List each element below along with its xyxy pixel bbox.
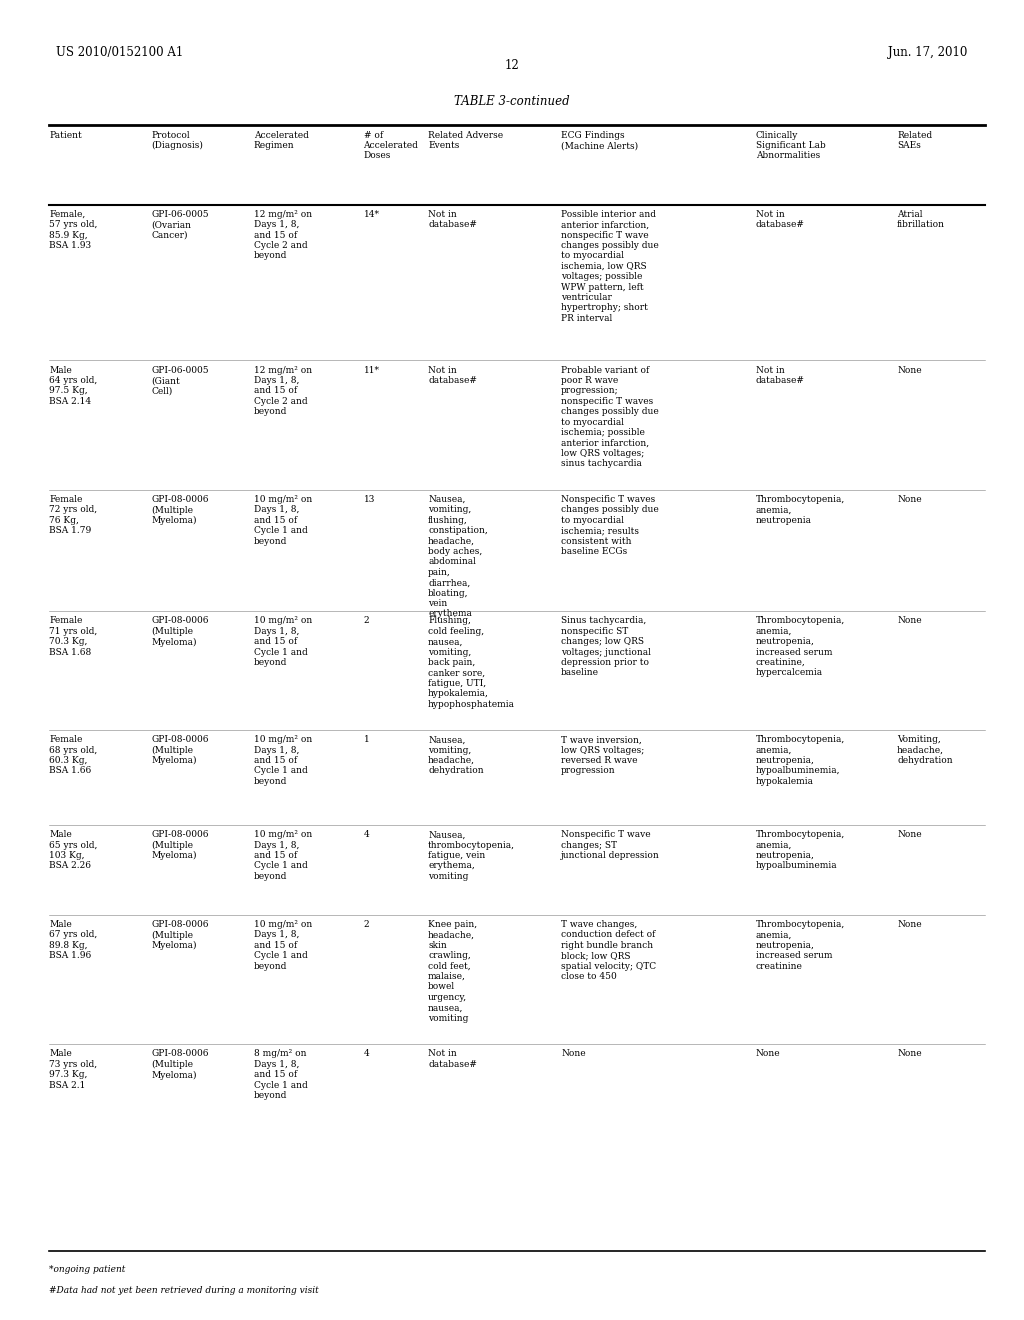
- Text: ECG Findings
(Machine Alerts): ECG Findings (Machine Alerts): [561, 131, 638, 150]
- Text: GPI-08-0006
(Multiple
Myeloma): GPI-08-0006 (Multiple Myeloma): [152, 1049, 209, 1080]
- Text: Not in
database#: Not in database#: [428, 1049, 477, 1069]
- Text: Not in
database#: Not in database#: [756, 210, 805, 230]
- Text: *ongoing patient: *ongoing patient: [49, 1265, 126, 1274]
- Text: Jun. 17, 2010: Jun. 17, 2010: [888, 46, 968, 59]
- Text: None: None: [756, 1049, 780, 1059]
- Text: Not in
database#: Not in database#: [756, 366, 805, 385]
- Text: Thrombocytopenia,
anemia,
neutropenia: Thrombocytopenia, anemia, neutropenia: [756, 495, 845, 525]
- Text: 12 mg/m² on
Days 1, 8,
and 15 of
Cycle 2 and
beyond: 12 mg/m² on Days 1, 8, and 15 of Cycle 2…: [254, 210, 312, 260]
- Text: Nausea,
thrombocytopenia,
fatigue, vein
erythema,
vomiting: Nausea, thrombocytopenia, fatigue, vein …: [428, 830, 515, 880]
- Text: Knee pain,
headache,
skin
crawling,
cold feet,
malaise,
bowel
urgency,
nausea,
v: Knee pain, headache, skin crawling, cold…: [428, 920, 477, 1023]
- Text: Not in
database#: Not in database#: [428, 366, 477, 385]
- Text: 1: 1: [364, 735, 370, 744]
- Text: TABLE 3-continued: TABLE 3-continued: [455, 95, 569, 108]
- Text: Related Adverse
Events: Related Adverse Events: [428, 131, 503, 150]
- Text: Atrial
fibrillation: Atrial fibrillation: [897, 210, 945, 230]
- Text: Male
67 yrs old,
89.8 Kg,
BSA 1.96: Male 67 yrs old, 89.8 Kg, BSA 1.96: [49, 920, 97, 960]
- Text: Related
SAEs: Related SAEs: [897, 131, 932, 150]
- Text: 13: 13: [364, 495, 375, 504]
- Text: 14*: 14*: [364, 210, 380, 219]
- Text: 4: 4: [364, 1049, 370, 1059]
- Text: 11*: 11*: [364, 366, 380, 375]
- Text: 12 mg/m² on
Days 1, 8,
and 15 of
Cycle 2 and
beyond: 12 mg/m² on Days 1, 8, and 15 of Cycle 2…: [254, 366, 312, 416]
- Text: Sinus tachycardia,
nonspecific ST
changes; low QRS
voltages; junctional
depressi: Sinus tachycardia, nonspecific ST change…: [561, 616, 651, 677]
- Text: Female
72 yrs old,
76 Kg,
BSA 1.79: Female 72 yrs old, 76 Kg, BSA 1.79: [49, 495, 97, 535]
- Text: 10 mg/m² on
Days 1, 8,
and 15 of
Cycle 1 and
beyond: 10 mg/m² on Days 1, 8, and 15 of Cycle 1…: [254, 616, 312, 667]
- Text: Nausea,
vomiting,
flushing,
constipation,
headache,
body aches,
abdominal
pain,
: Nausea, vomiting, flushing, constipation…: [428, 495, 487, 618]
- Text: Male
65 yrs old,
103 Kg,
BSA 2.26: Male 65 yrs old, 103 Kg, BSA 2.26: [49, 830, 97, 870]
- Text: None: None: [897, 616, 922, 626]
- Text: 10 mg/m² on
Days 1, 8,
and 15 of
Cycle 1 and
beyond: 10 mg/m² on Days 1, 8, and 15 of Cycle 1…: [254, 830, 312, 880]
- Text: 10 mg/m² on
Days 1, 8,
and 15 of
Cycle 1 and
beyond: 10 mg/m² on Days 1, 8, and 15 of Cycle 1…: [254, 495, 312, 545]
- Text: None: None: [897, 495, 922, 504]
- Text: Clinically
Significant Lab
Abnormalities: Clinically Significant Lab Abnormalities: [756, 131, 825, 161]
- Text: GPI-08-0006
(Multiple
Myeloma): GPI-08-0006 (Multiple Myeloma): [152, 920, 209, 950]
- Text: Thrombocytopenia,
anemia,
neutropenia,
hypoalbuminemia: Thrombocytopenia, anemia, neutropenia, h…: [756, 830, 845, 870]
- Text: 2: 2: [364, 920, 369, 929]
- Text: GPI-06-0005
(Giant
Cell): GPI-06-0005 (Giant Cell): [152, 366, 209, 396]
- Text: Not in
database#: Not in database#: [428, 210, 477, 230]
- Text: None: None: [561, 1049, 586, 1059]
- Text: # of
Accelerated
Doses: # of Accelerated Doses: [364, 131, 419, 161]
- Text: Vomiting,
headache,
dehydration: Vomiting, headache, dehydration: [897, 735, 952, 766]
- Text: Possible interior and
anterior infarction,
nonspecific T wave
changes possibly d: Possible interior and anterior infarctio…: [561, 210, 658, 323]
- Text: Female
71 yrs old,
70.3 Kg,
BSA 1.68: Female 71 yrs old, 70.3 Kg, BSA 1.68: [49, 616, 97, 656]
- Text: Nonspecific T waves
changes possibly due
to myocardial
ischemia; results
consist: Nonspecific T waves changes possibly due…: [561, 495, 658, 556]
- Text: 12: 12: [505, 59, 519, 73]
- Text: 8 mg/m² on
Days 1, 8,
and 15 of
Cycle 1 and
beyond: 8 mg/m² on Days 1, 8, and 15 of Cycle 1 …: [254, 1049, 307, 1100]
- Text: Female
68 yrs old,
60.3 Kg,
BSA 1.66: Female 68 yrs old, 60.3 Kg, BSA 1.66: [49, 735, 97, 775]
- Text: Thrombocytopenia,
anemia,
neutropenia,
hypoalbuminemia,
hypokalemia: Thrombocytopenia, anemia, neutropenia, h…: [756, 735, 845, 785]
- Text: None: None: [897, 1049, 922, 1059]
- Text: Male
73 yrs old,
97.3 Kg,
BSA 2.1: Male 73 yrs old, 97.3 Kg, BSA 2.1: [49, 1049, 97, 1089]
- Text: GPI-06-0005
(Ovarian
Cancer): GPI-06-0005 (Ovarian Cancer): [152, 210, 209, 240]
- Text: GPI-08-0006
(Multiple
Myeloma): GPI-08-0006 (Multiple Myeloma): [152, 495, 209, 525]
- Text: Accelerated
Regimen: Accelerated Regimen: [254, 131, 309, 150]
- Text: Patient: Patient: [49, 131, 82, 140]
- Text: 4: 4: [364, 830, 370, 840]
- Text: Nonspecific T wave
changes; ST
junctional depression: Nonspecific T wave changes; ST junctiona…: [561, 830, 659, 861]
- Text: T wave changes,
conduction defect of
right bundle branch
block; low QRS
spatial : T wave changes, conduction defect of rig…: [561, 920, 656, 981]
- Text: 2: 2: [364, 616, 369, 626]
- Text: 10 mg/m² on
Days 1, 8,
and 15 of
Cycle 1 and
beyond: 10 mg/m² on Days 1, 8, and 15 of Cycle 1…: [254, 920, 312, 970]
- Text: Female,
57 yrs old,
85.9 Kg,
BSA 1.93: Female, 57 yrs old, 85.9 Kg, BSA 1.93: [49, 210, 97, 249]
- Text: GPI-08-0006
(Multiple
Myeloma): GPI-08-0006 (Multiple Myeloma): [152, 616, 209, 647]
- Text: T wave inversion,
low QRS voltages;
reversed R wave
progression: T wave inversion, low QRS voltages; reve…: [561, 735, 644, 775]
- Text: Probable variant of
poor R wave
progression;
nonspecific T waves
changes possibl: Probable variant of poor R wave progress…: [561, 366, 658, 469]
- Text: Thrombocytopenia,
anemia,
neutropenia,
increased serum
creatinine: Thrombocytopenia, anemia, neutropenia, i…: [756, 920, 845, 970]
- Text: Thrombocytopenia,
anemia,
neutropenia,
increased serum
creatinine,
hypercalcemia: Thrombocytopenia, anemia, neutropenia, i…: [756, 616, 845, 677]
- Text: GPI-08-0006
(Multiple
Myeloma): GPI-08-0006 (Multiple Myeloma): [152, 735, 209, 766]
- Text: Nausea,
vomiting,
headache,
dehydration: Nausea, vomiting, headache, dehydration: [428, 735, 483, 775]
- Text: None: None: [897, 830, 922, 840]
- Text: None: None: [897, 366, 922, 375]
- Text: Flushing,
cold feeling,
nausea,
vomiting,
back pain,
canker sore,
fatigue, UTI,
: Flushing, cold feeling, nausea, vomiting…: [428, 616, 515, 709]
- Text: None: None: [897, 920, 922, 929]
- Text: US 2010/0152100 A1: US 2010/0152100 A1: [56, 46, 183, 59]
- Text: Male
64 yrs old,
97.5 Kg,
BSA 2.14: Male 64 yrs old, 97.5 Kg, BSA 2.14: [49, 366, 97, 405]
- Text: 10 mg/m² on
Days 1, 8,
and 15 of
Cycle 1 and
beyond: 10 mg/m² on Days 1, 8, and 15 of Cycle 1…: [254, 735, 312, 785]
- Text: GPI-08-0006
(Multiple
Myeloma): GPI-08-0006 (Multiple Myeloma): [152, 830, 209, 861]
- Text: Protocol
(Diagnosis): Protocol (Diagnosis): [152, 131, 204, 150]
- Text: #Data had not yet been retrieved during a monitoring visit: #Data had not yet been retrieved during …: [49, 1286, 318, 1295]
